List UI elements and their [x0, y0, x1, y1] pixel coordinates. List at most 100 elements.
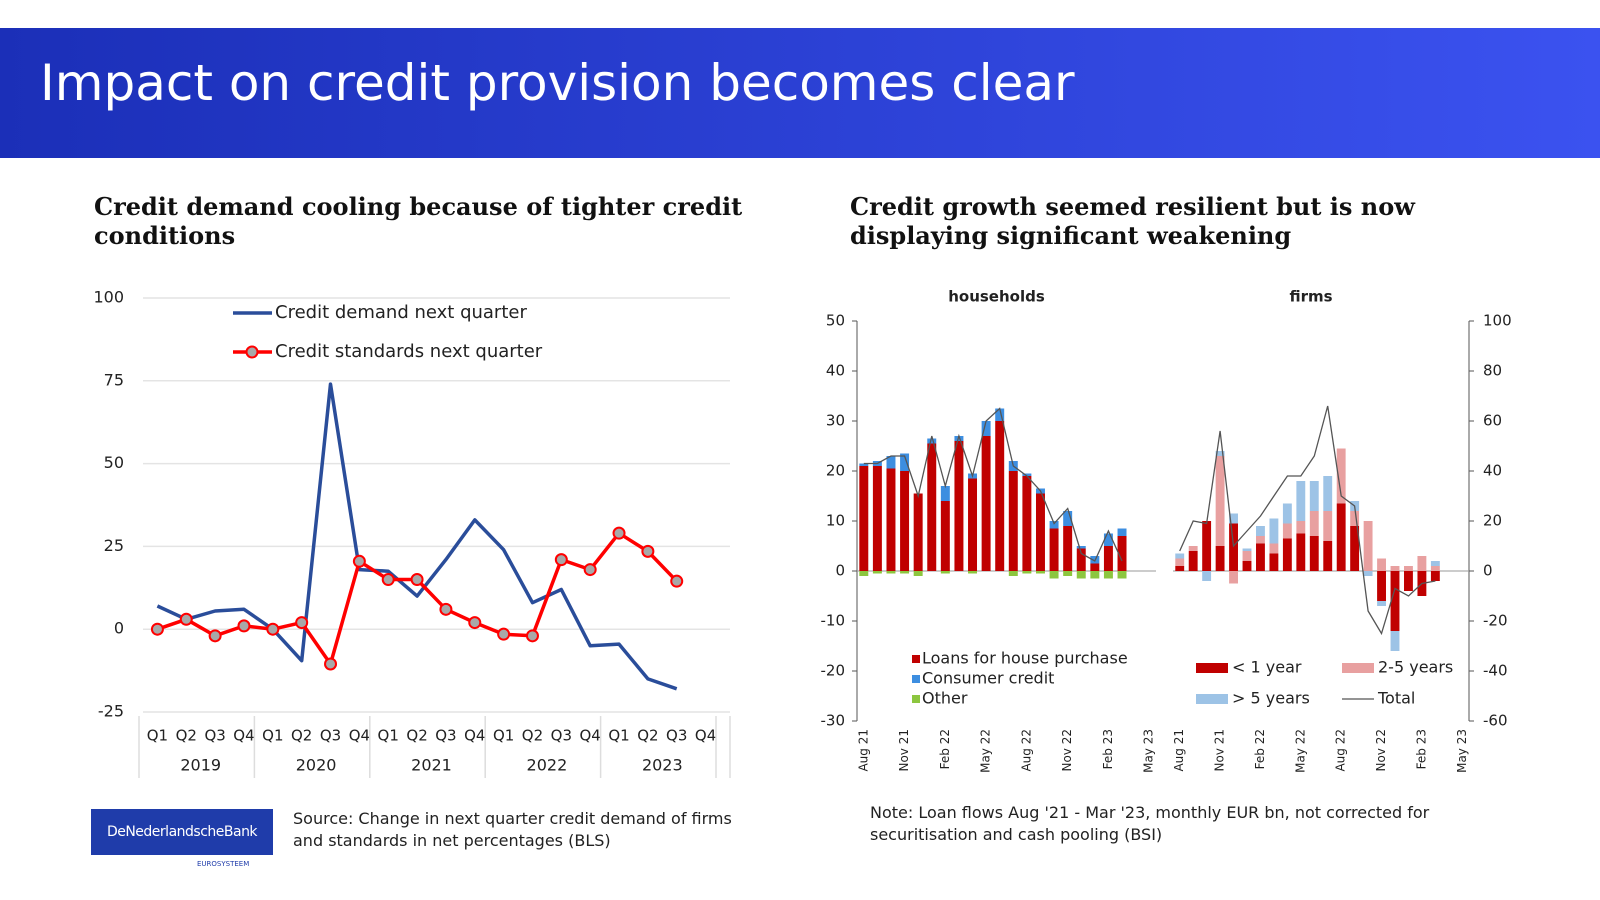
- bar: [1296, 521, 1306, 534]
- x-tick-label: Nov 21: [897, 729, 911, 772]
- bar: [1282, 503, 1292, 524]
- x-tick-label: Q4: [695, 727, 716, 745]
- y-tick-label: 50: [104, 453, 124, 472]
- chart-title: Credit demand cooling because of tighter…: [94, 192, 743, 250]
- x-tick-label: Aug 22: [1019, 729, 1033, 772]
- bar: [1377, 601, 1386, 606]
- bar: [872, 571, 882, 574]
- bar: [1022, 476, 1032, 571]
- bar: [1296, 481, 1306, 521]
- marker: [497, 627, 511, 641]
- legend-label: Other: [922, 689, 968, 708]
- x-tick-label: Q2: [176, 727, 197, 745]
- bar: [1309, 481, 1319, 511]
- bar: [954, 441, 964, 571]
- y2-tick-label: 100: [1483, 312, 1512, 330]
- bar: [859, 571, 869, 576]
- bar: [1117, 571, 1127, 579]
- x-tick-label: Q3: [666, 727, 687, 745]
- bar: [859, 466, 869, 571]
- marker: [150, 622, 164, 636]
- x-tick-label: Q3: [551, 727, 572, 745]
- logo: DeNederlandscheBank: [91, 809, 273, 855]
- bar: [1242, 548, 1252, 551]
- bar: [981, 421, 991, 436]
- legend-swatch: [1196, 663, 1228, 673]
- x-tick-label: Q2: [406, 727, 427, 745]
- marker: [612, 526, 626, 540]
- total-line: [863, 407, 1123, 562]
- bar: [900, 571, 910, 574]
- bar: [1076, 548, 1086, 571]
- bar: [968, 571, 978, 574]
- y-tick-label: 30: [826, 412, 845, 430]
- bar: [1202, 521, 1212, 571]
- y2-tick-label: 0: [1483, 562, 1493, 580]
- legend-label: 2-5 years: [1378, 658, 1453, 677]
- bar: [1103, 533, 1113, 546]
- y-tick-label: -10: [821, 612, 846, 630]
- bar: [872, 466, 882, 571]
- x-tick-label: May 23: [1142, 729, 1156, 773]
- bar: [1242, 551, 1252, 561]
- x-tick-label: Q2: [522, 727, 543, 745]
- x-tick-label: Q1: [147, 727, 168, 745]
- x-tick-label: May 23: [1455, 729, 1469, 773]
- bar: [1242, 561, 1252, 571]
- bar: [1309, 536, 1319, 571]
- x-tick-label: May 22: [979, 729, 993, 773]
- marker: [641, 544, 655, 558]
- bar: [940, 501, 950, 571]
- y2-tick-label: 40: [1483, 462, 1502, 480]
- y2-tick-label: 60: [1483, 412, 1502, 430]
- bar: [900, 471, 910, 571]
- x-tick-label: Q3: [204, 727, 225, 745]
- bar: [1430, 566, 1440, 571]
- legend-marker: [245, 345, 259, 359]
- bar: [1049, 528, 1059, 571]
- bar: [1404, 566, 1413, 571]
- bar: [940, 571, 950, 574]
- legend-label: Consumer credit: [922, 669, 1054, 688]
- bar: [981, 436, 991, 571]
- x-tick-label: Q4: [233, 727, 254, 745]
- bar: [1350, 511, 1360, 526]
- marker: [583, 563, 597, 577]
- bar: [1430, 571, 1440, 581]
- group-label: 2021: [411, 756, 452, 775]
- note: Note: Loan flows Aug '21 - Mar '23, mont…: [870, 803, 1430, 844]
- bar: [927, 443, 937, 571]
- y-tick-label: 75: [104, 370, 124, 389]
- bar: [1076, 571, 1086, 579]
- bar: [1309, 511, 1319, 536]
- bar: [1350, 526, 1360, 571]
- bar: [1063, 571, 1073, 576]
- bar: [1336, 503, 1346, 571]
- bar: [1323, 541, 1333, 571]
- y-tick-label: 40: [826, 362, 845, 380]
- legend-swatch: [912, 655, 920, 663]
- bar: [1103, 546, 1113, 571]
- group-label: 2020: [296, 756, 337, 775]
- header: Impact on credit provision becomes clear: [0, 28, 1600, 158]
- bar: [1336, 448, 1346, 504]
- bar: [1269, 543, 1279, 554]
- bar: [1282, 523, 1292, 539]
- bar: [913, 571, 923, 576]
- bar: [1035, 493, 1045, 571]
- chart-title: Credit growth seemed resilient but is no…: [850, 192, 1415, 250]
- total-line: [1179, 405, 1436, 636]
- bar: [995, 421, 1005, 571]
- bar: [1269, 553, 1279, 571]
- marker: [554, 553, 568, 567]
- marker: [237, 619, 251, 633]
- x-tick-label: Aug 21: [1172, 729, 1186, 772]
- marker: [468, 616, 482, 630]
- bar: [1063, 511, 1073, 526]
- x-tick-label: Q4: [579, 727, 600, 745]
- legend-label: Loans for house purchase: [922, 649, 1128, 668]
- bar: [1323, 511, 1333, 541]
- bar: [1269, 518, 1279, 544]
- x-tick-label: Q2: [291, 727, 312, 745]
